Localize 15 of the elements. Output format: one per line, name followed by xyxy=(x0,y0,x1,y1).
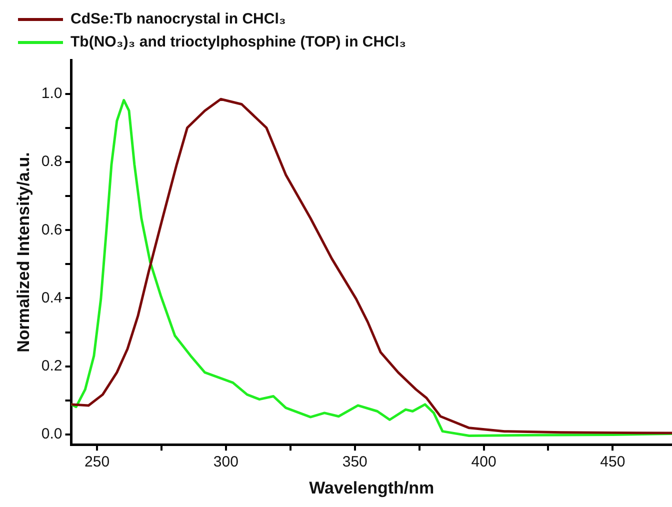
x-tick-label: 300 xyxy=(213,454,238,471)
x-tick-label: 450 xyxy=(600,454,626,471)
x-tick-label: 250 xyxy=(84,454,110,471)
y-axis-title: Normalized Intensity/a.u. xyxy=(14,152,33,352)
y-tick-label: 0.8 xyxy=(41,153,62,170)
y-tick-label: 1.0 xyxy=(41,85,62,102)
y-tick-label: 0.6 xyxy=(41,221,62,238)
x-tick-label: 350 xyxy=(342,454,368,471)
legend-label: Tb(NO₃)₃ and trioctylphosphine (TOP) in CHCl₃ xyxy=(70,34,406,51)
x-axis-title: Wavelength/nm xyxy=(309,478,434,498)
x-tick-label: 400 xyxy=(471,454,496,471)
y-tick-label: 0.4 xyxy=(41,289,62,306)
y-tick-label: 0.2 xyxy=(41,357,62,374)
legend-label: CdSe:Tb nanocrystal in CHCl₃ xyxy=(70,10,286,28)
y-tick-label: 0.0 xyxy=(41,426,62,443)
